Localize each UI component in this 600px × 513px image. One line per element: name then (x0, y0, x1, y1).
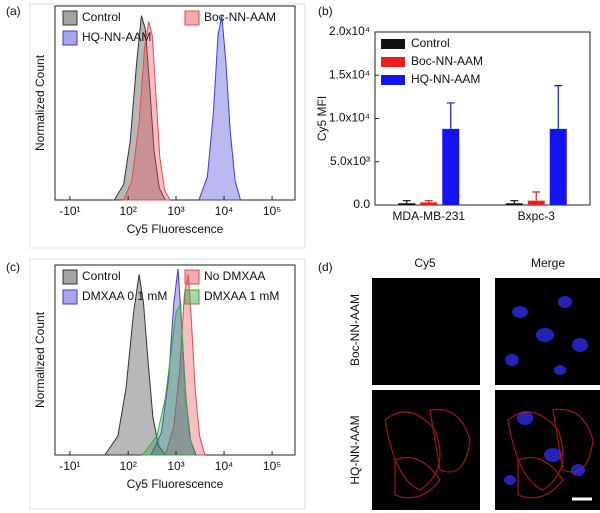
histogram (164, 274, 206, 456)
plot-frame (54, 5, 296, 201)
x-axis-label: Cy5 Fluorescence (127, 477, 224, 491)
legend-swatch (62, 269, 78, 285)
micrograph (372, 278, 600, 510)
legend-swatch (184, 269, 200, 285)
x-tick-label: MDA-MB-231 (392, 209, 465, 223)
panel-label: (a) (6, 4, 21, 18)
error-bar (532, 191, 541, 201)
column-label: Cy5 (414, 256, 436, 270)
histogram (141, 301, 196, 456)
legend-label: Control (82, 10, 121, 24)
legend-label: No DMXAA (204, 269, 265, 283)
panel-frame (29, 258, 306, 510)
x-tick-label: -10¹ (59, 204, 80, 218)
histogram (122, 21, 171, 201)
error-bar (424, 200, 433, 203)
bar (420, 202, 438, 205)
x-tick-label: 10² (119, 459, 136, 473)
x-tick-label: 10⁵ (263, 204, 281, 218)
y-axis-label: Normalized Count (33, 54, 47, 151)
legend-label: Control (82, 269, 121, 283)
bar (505, 203, 523, 205)
row-label: HQ-NN-AAM (348, 415, 362, 484)
y-tick-label: 5.0x10³ (330, 154, 370, 168)
x-tick-label: 10³ (167, 204, 184, 218)
legend-swatch (381, 39, 405, 49)
legend-label: Boc-NN-AAM (204, 10, 276, 24)
panel-label: (d) (318, 260, 333, 274)
legend-swatch (62, 10, 78, 26)
x-tick-label: 10² (119, 204, 136, 218)
legend-label: DMXAA 0.1 mM (82, 289, 167, 303)
error-bar (402, 200, 411, 204)
legend-swatch (62, 289, 78, 305)
y-axis-label: Cy5 MFI (315, 96, 329, 141)
panel-label: (c) (6, 260, 20, 274)
y-tick-label: 1.5x10⁴ (329, 67, 370, 81)
y-tick-label: 2.0x10⁴ (329, 24, 370, 38)
legend-label: HQ-NN-AAM (411, 72, 480, 86)
legend-swatch (184, 10, 200, 26)
legend-swatch (381, 75, 405, 85)
panel-frame (29, 3, 306, 249)
bar (398, 203, 416, 205)
legend-label: HQ-NN-AAM (82, 30, 151, 44)
x-tick-label: 10³ (167, 459, 184, 473)
panel-label: (b) (318, 4, 333, 18)
y-tick-label: 1.0x10⁴ (329, 111, 370, 125)
error-bar (554, 85, 563, 129)
row-label: Boc-NN-AAM (348, 294, 362, 366)
x-tick-label: Bxpc-3 (518, 209, 556, 223)
error-bar (446, 102, 455, 129)
y-tick-label: 0.0 (353, 197, 370, 211)
bar (549, 128, 567, 205)
y-axis-label: Normalized Count (33, 311, 47, 408)
legend-swatch (184, 289, 200, 305)
legend-label: Control (411, 36, 450, 50)
error-bar (510, 200, 519, 204)
legend-swatch (381, 57, 405, 67)
histogram (198, 15, 242, 201)
bar (527, 200, 545, 205)
legend-label: DMXAA 1 mM (204, 289, 279, 303)
x-tick-label: 10⁵ (263, 459, 281, 473)
histogram (103, 274, 167, 456)
bar (442, 128, 460, 205)
x-tick-label: 10⁴ (215, 459, 234, 473)
column-label: Merge (531, 256, 565, 270)
x-axis-label: Cy5 Fluorescence (127, 222, 224, 236)
x-tick-label: -10¹ (59, 459, 80, 473)
x-tick-label: 10⁴ (215, 204, 234, 218)
legend-label: Boc-NN-AAM (411, 54, 483, 68)
legend-swatch (62, 30, 78, 46)
